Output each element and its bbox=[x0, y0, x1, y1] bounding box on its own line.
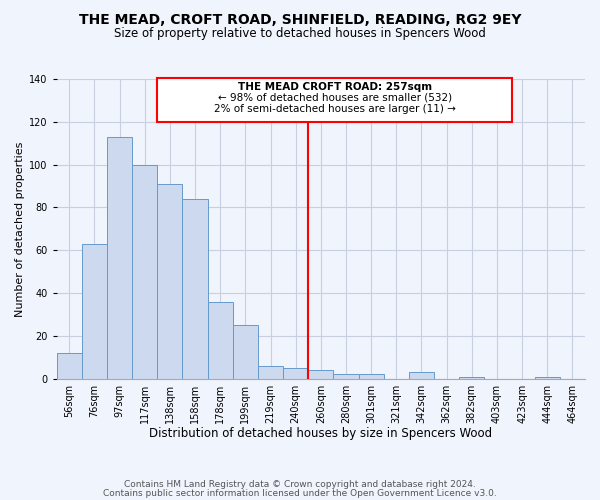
Y-axis label: Number of detached properties: Number of detached properties bbox=[15, 141, 25, 316]
Bar bbox=[535, 376, 560, 378]
Bar bbox=[459, 376, 484, 378]
Bar bbox=[334, 374, 359, 378]
Bar bbox=[157, 184, 182, 378]
FancyBboxPatch shape bbox=[157, 78, 512, 122]
Bar bbox=[56, 353, 82, 378]
Text: Contains public sector information licensed under the Open Government Licence v3: Contains public sector information licen… bbox=[103, 488, 497, 498]
Bar bbox=[359, 374, 384, 378]
Text: THE MEAD CROFT ROAD: 257sqm: THE MEAD CROFT ROAD: 257sqm bbox=[238, 82, 432, 92]
Bar bbox=[258, 366, 283, 378]
Bar bbox=[182, 199, 208, 378]
Text: THE MEAD, CROFT ROAD, SHINFIELD, READING, RG2 9EY: THE MEAD, CROFT ROAD, SHINFIELD, READING… bbox=[79, 12, 521, 26]
Bar bbox=[283, 368, 308, 378]
X-axis label: Distribution of detached houses by size in Spencers Wood: Distribution of detached houses by size … bbox=[149, 427, 493, 440]
Text: Contains HM Land Registry data © Crown copyright and database right 2024.: Contains HM Land Registry data © Crown c… bbox=[124, 480, 476, 489]
Bar bbox=[132, 164, 157, 378]
Text: ← 98% of detached houses are smaller (532): ← 98% of detached houses are smaller (53… bbox=[218, 93, 452, 103]
Bar bbox=[308, 370, 334, 378]
Bar bbox=[409, 372, 434, 378]
Bar bbox=[208, 302, 233, 378]
Text: Size of property relative to detached houses in Spencers Wood: Size of property relative to detached ho… bbox=[114, 28, 486, 40]
Bar bbox=[107, 137, 132, 378]
Bar bbox=[233, 325, 258, 378]
Bar bbox=[82, 244, 107, 378]
Text: 2% of semi-detached houses are larger (11) →: 2% of semi-detached houses are larger (1… bbox=[214, 104, 455, 114]
